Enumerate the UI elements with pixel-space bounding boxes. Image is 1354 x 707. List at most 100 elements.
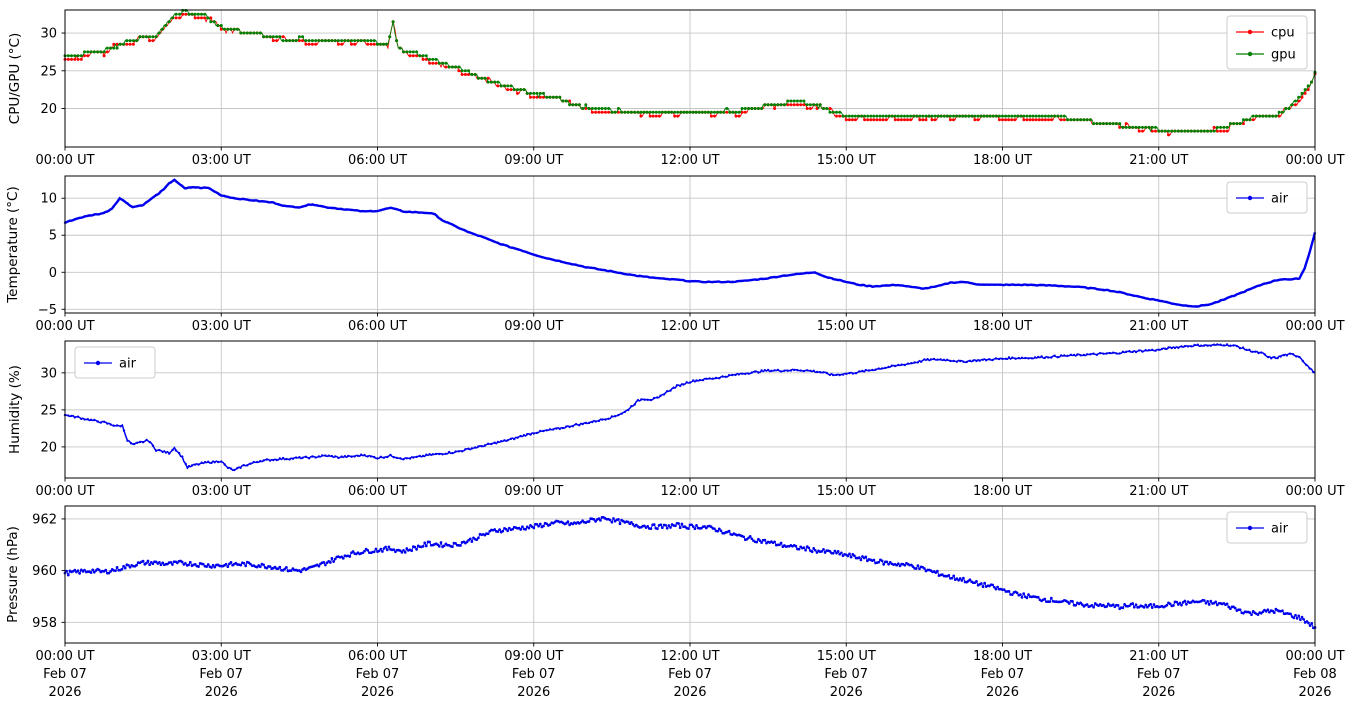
legend-temperature: air bbox=[1226, 181, 1308, 214]
gridlines-temperature bbox=[64, 176, 1316, 313]
svg-text:2026: 2026 bbox=[986, 685, 1019, 700]
svg-text:−5: −5 bbox=[38, 303, 57, 318]
legend-label-air: air bbox=[1271, 522, 1289, 537]
svg-text:2026: 2026 bbox=[1298, 685, 1331, 700]
y-tick-labels-humidity: 20 25 30 bbox=[40, 366, 65, 455]
y-axis-label-temperature: Temperature (°C) bbox=[5, 186, 21, 304]
svg-text:2026: 2026 bbox=[205, 685, 238, 700]
svg-text:00:00 UT: 00:00 UT bbox=[35, 319, 94, 334]
svg-text:2026: 2026 bbox=[361, 685, 394, 700]
svg-text:06:00 UT: 06:00 UT bbox=[348, 153, 407, 168]
svg-text:5: 5 bbox=[49, 229, 57, 244]
x-tick-labels-humidity: 00:00 UT 03:00 UT 06:00 UT 09:00 UT 12:00 UT… bbox=[35, 478, 1345, 499]
x-tick-labels-temperature: 00:00 UT 03:00 UT 06:00 UT 09:00 UT 12:00 UT… bbox=[35, 313, 1345, 334]
svg-text:06:00 UT: 06:00 UT bbox=[348, 484, 407, 499]
svg-text:2026: 2026 bbox=[517, 685, 550, 700]
svg-text:21:00 UT: 21:00 UT bbox=[1129, 319, 1188, 334]
svg-text:18:00 UT: 18:00 UT bbox=[973, 649, 1032, 664]
svg-text:06:00 UT: 06:00 UT bbox=[348, 319, 407, 334]
svg-text:09:00 UT: 09:00 UT bbox=[504, 153, 563, 168]
svg-text:21:00 UT: 21:00 UT bbox=[1129, 649, 1188, 664]
svg-text:21:00 UT: 21:00 UT bbox=[1129, 153, 1188, 168]
svg-text:21:00 UT: 21:00 UT bbox=[1129, 484, 1188, 499]
svg-text:00:00 UT: 00:00 UT bbox=[35, 649, 94, 664]
svg-text:12:00 UT: 12:00 UT bbox=[660, 153, 719, 168]
svg-text:2026: 2026 bbox=[1142, 685, 1175, 700]
svg-text:962: 962 bbox=[32, 512, 57, 527]
svg-text:15:00 UT: 15:00 UT bbox=[817, 153, 876, 168]
svg-text:2026: 2026 bbox=[830, 685, 863, 700]
gridlines-humidity bbox=[64, 341, 1316, 478]
y-tick-labels-cpu-gpu: 20 25 30 bbox=[40, 27, 65, 117]
svg-text:03:00 UT: 03:00 UT bbox=[192, 649, 251, 664]
legend-pressure: air bbox=[1226, 511, 1308, 544]
svg-text:Feb 08: Feb 08 bbox=[1293, 667, 1337, 682]
svg-text:Feb 07: Feb 07 bbox=[824, 667, 868, 682]
series-temperature-air bbox=[63, 178, 1317, 308]
y-axis-label-humidity: Humidity (%) bbox=[7, 365, 23, 454]
svg-text:Feb 07: Feb 07 bbox=[43, 667, 87, 682]
svg-text:Feb 07: Feb 07 bbox=[1137, 667, 1181, 682]
svg-text:30: 30 bbox=[40, 366, 57, 381]
panel-pressure: 00:00 UT Feb 07 2026 03:00 UT Feb 07 2026 06:0… bbox=[32, 505, 1345, 700]
y-tick-labels-temperature: −5 0 5 10 bbox=[38, 192, 65, 318]
svg-text:18:00 UT: 18:00 UT bbox=[973, 319, 1032, 334]
svg-text:09:00 UT: 09:00 UT bbox=[504, 319, 563, 334]
svg-text:03:00 UT: 03:00 UT bbox=[192, 319, 251, 334]
svg-text:20: 20 bbox=[40, 102, 57, 117]
svg-text:958: 958 bbox=[32, 616, 57, 631]
x-tick-labels-cpu-gpu: 00:00 UT 03:00 UT 06:00 UT 09:00 UT 12:00 UT… bbox=[35, 147, 1345, 168]
svg-text:12:00 UT: 12:00 UT bbox=[660, 319, 719, 334]
svg-text:Feb 07: Feb 07 bbox=[981, 667, 1025, 682]
legend-label-air: air bbox=[1271, 192, 1289, 207]
gridlines-cpu-gpu bbox=[64, 10, 1316, 147]
svg-text:25: 25 bbox=[40, 403, 57, 418]
legend-label-cpu: cpu bbox=[1271, 26, 1295, 41]
legend-humidity: air bbox=[74, 346, 156, 379]
svg-text:09:00 UT: 09:00 UT bbox=[504, 649, 563, 664]
legend-label-air: air bbox=[119, 357, 137, 372]
svg-text:12:00 UT: 12:00 UT bbox=[660, 484, 719, 499]
svg-text:03:00 UT: 03:00 UT bbox=[192, 153, 251, 168]
svg-text:15:00 UT: 15:00 UT bbox=[817, 649, 876, 664]
y-axis-label-pressure: Pressure (hPa) bbox=[5, 526, 21, 623]
svg-text:00:00 UT: 00:00 UT bbox=[1285, 649, 1344, 664]
svg-text:0: 0 bbox=[49, 266, 57, 281]
svg-text:15:00 UT: 15:00 UT bbox=[817, 319, 876, 334]
svg-text:2026: 2026 bbox=[673, 685, 706, 700]
svg-text:18:00 UT: 18:00 UT bbox=[973, 153, 1032, 168]
y-tick-labels-pressure: 958 960 962 bbox=[32, 512, 65, 631]
series-pressure-air bbox=[63, 515, 1317, 630]
svg-text:15:00 UT: 15:00 UT bbox=[817, 484, 876, 499]
svg-text:03:00 UT: 03:00 UT bbox=[192, 484, 251, 499]
svg-text:25: 25 bbox=[40, 64, 57, 79]
svg-text:Feb 07: Feb 07 bbox=[199, 667, 243, 682]
gridlines-pressure bbox=[64, 506, 1316, 643]
svg-text:18:00 UT: 18:00 UT bbox=[973, 484, 1032, 499]
y-axis-label-cpu-gpu: CPU/GPU (°C) bbox=[7, 33, 23, 124]
svg-text:30: 30 bbox=[40, 27, 57, 42]
svg-text:Feb 07: Feb 07 bbox=[356, 667, 400, 682]
svg-text:06:00 UT: 06:00 UT bbox=[348, 649, 407, 664]
panel-cpu-gpu: 00:00 UT 03:00 UT 06:00 UT 09:00 UT 12:00 UT… bbox=[35, 8, 1345, 168]
svg-text:12:00 UT: 12:00 UT bbox=[660, 649, 719, 664]
panel-temperature: 00:00 UT 03:00 UT 06:00 UT 09:00 UT 12:00 UT… bbox=[35, 175, 1345, 334]
svg-text:00:00 UT: 00:00 UT bbox=[35, 484, 94, 499]
svg-text:20: 20 bbox=[40, 440, 57, 455]
svg-text:00:00 UT: 00:00 UT bbox=[1285, 153, 1344, 168]
legend-label-gpu: gpu bbox=[1271, 48, 1296, 63]
series-cpu-gpu-gpu bbox=[63, 8, 1317, 133]
series-humidity-air bbox=[63, 343, 1316, 472]
svg-text:09:00 UT: 09:00 UT bbox=[504, 484, 563, 499]
panel-humidity: 00:00 UT 03:00 UT 06:00 UT 09:00 UT 12:00 UT… bbox=[35, 340, 1345, 499]
x-tick-labels-pressure: 00:00 UT Feb 07 2026 03:00 UT Feb 07 2026 06:0… bbox=[35, 643, 1345, 700]
svg-text:00:00 UT: 00:00 UT bbox=[1285, 484, 1344, 499]
svg-text:Feb 07: Feb 07 bbox=[668, 667, 712, 682]
svg-text:960: 960 bbox=[32, 564, 57, 579]
svg-text:Feb 07: Feb 07 bbox=[512, 667, 556, 682]
svg-text:00:00 UT: 00:00 UT bbox=[1285, 319, 1344, 334]
svg-text:2026: 2026 bbox=[48, 685, 81, 700]
svg-text:00:00 UT: 00:00 UT bbox=[35, 153, 94, 168]
